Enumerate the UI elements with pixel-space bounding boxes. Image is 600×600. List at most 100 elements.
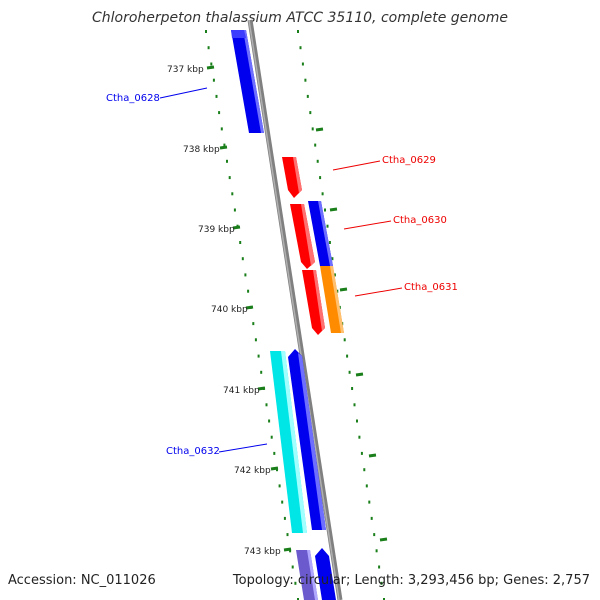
guide-dot [260,370,263,374]
guide-dot [370,516,373,520]
guide-dot [343,338,346,342]
guide-dot [244,273,247,277]
gene-next-lavender[interactable] [296,550,318,600]
guide-dot [276,468,278,472]
gene-ctha-0631-orange[interactable] [320,266,344,333]
tick-label-737: 737 kbp [167,65,204,75]
guide-dot [231,192,234,196]
guide-dot [294,581,297,585]
tick-mark [206,65,215,70]
guide-dot [297,30,299,33]
tick-mark [245,305,254,310]
guide-dot [348,370,351,374]
tick-mark [232,225,241,230]
guide-dot [252,322,255,326]
gene-ctha-0632-blue[interactable] [288,349,326,530]
guide-dot [353,403,356,407]
guide-dot [306,94,309,98]
gene-label-ctha-0630[interactable]: Ctha_0630 [393,215,447,226]
genome-backbone [247,19,343,600]
guide-dot [233,208,236,212]
guide-dot [311,127,314,131]
guide-dot [321,192,324,196]
guide-dot [205,30,207,33]
guide-dot [299,46,302,50]
accession-text: Accession: NC_011026 [8,573,156,588]
guide-dot [207,46,210,50]
gene-ctha-0630[interactable] [290,204,315,269]
gene-ctha-0631[interactable] [302,270,325,335]
guide-dot [363,468,366,472]
guide-dot [254,338,257,342]
guide-dot [324,208,326,212]
gene-ctha-0632[interactable] [270,351,307,533]
gene-label-ctha-0632[interactable]: Ctha_0632 [166,446,220,457]
guide-dot [373,533,376,537]
guide-dot [283,516,286,520]
guide-dot [220,127,223,131]
guide-dot [331,257,334,261]
tick-label-739: 739 kbp [198,225,235,235]
gene-label-ctha-0631[interactable]: Ctha_0631 [404,282,458,293]
guide-dot [210,62,213,66]
leader-ctha-0631 [354,287,403,297]
guide-dot [316,159,319,163]
guide-dot [336,289,339,293]
guide-dot [319,176,322,180]
guide-dot [212,78,215,82]
guide-dot [378,565,381,569]
gene-label-ctha-0629[interactable]: Ctha_0629 [382,155,436,166]
map-title: Chloroherpeton thalassium ATCC 35110, co… [92,10,508,26]
tick-mark [257,386,266,391]
guide-dot [226,159,228,163]
tick-mark [315,127,324,132]
tick-mark [368,453,377,458]
guide-dot [375,549,378,553]
guide-dot [360,451,363,455]
guide-dot [270,435,273,439]
tick-label-742: 742 kbp [234,466,271,476]
guide-dot [228,176,231,180]
guide-dot [215,94,218,98]
tick-mark [379,537,388,542]
guide-dot [383,598,385,600]
guide-dot [328,241,331,244]
guide-dot [309,111,312,115]
guide-dot [291,565,294,569]
guide-dot [281,500,284,504]
guide-dot [278,484,281,488]
leader-ctha-0630 [343,220,392,230]
tick-label-741: 741 kbp [223,386,260,396]
guide-dot [268,419,271,423]
tick-mark [339,287,348,292]
guide-dot [380,581,383,585]
guide-dot [304,78,307,82]
gene-ctha-0628[interactable] [231,30,264,133]
leader-ctha-0629 [332,160,381,171]
guide-dot [351,387,354,390]
guide-dot [257,354,260,358]
guide-dot [326,224,329,228]
tick-marks [206,65,388,552]
guide-dot [365,484,368,488]
gene-label-ctha-0628[interactable]: Ctha_0628 [106,93,160,104]
guide-dot [338,305,341,309]
gene-ctha-0629[interactable] [282,157,302,198]
guide-dot [297,598,299,600]
tick-mark [329,207,338,212]
guide-dot [314,143,317,147]
guide-dot [346,354,349,358]
guide-dot [368,500,371,504]
tick-label-740: 740 kbp [211,305,248,315]
tick-label-743: 743 kbp [244,547,281,557]
guide-dot [289,549,292,553]
guide-dot [333,273,336,277]
guide-dot [241,257,244,261]
gene-ctha-0630-blue[interactable] [308,201,333,266]
guide-dot [218,111,221,115]
leader-ctha-0632 [218,443,268,453]
tick-mark [283,547,292,552]
gene-next-blue[interactable] [315,548,336,600]
guide-dot [273,451,276,455]
